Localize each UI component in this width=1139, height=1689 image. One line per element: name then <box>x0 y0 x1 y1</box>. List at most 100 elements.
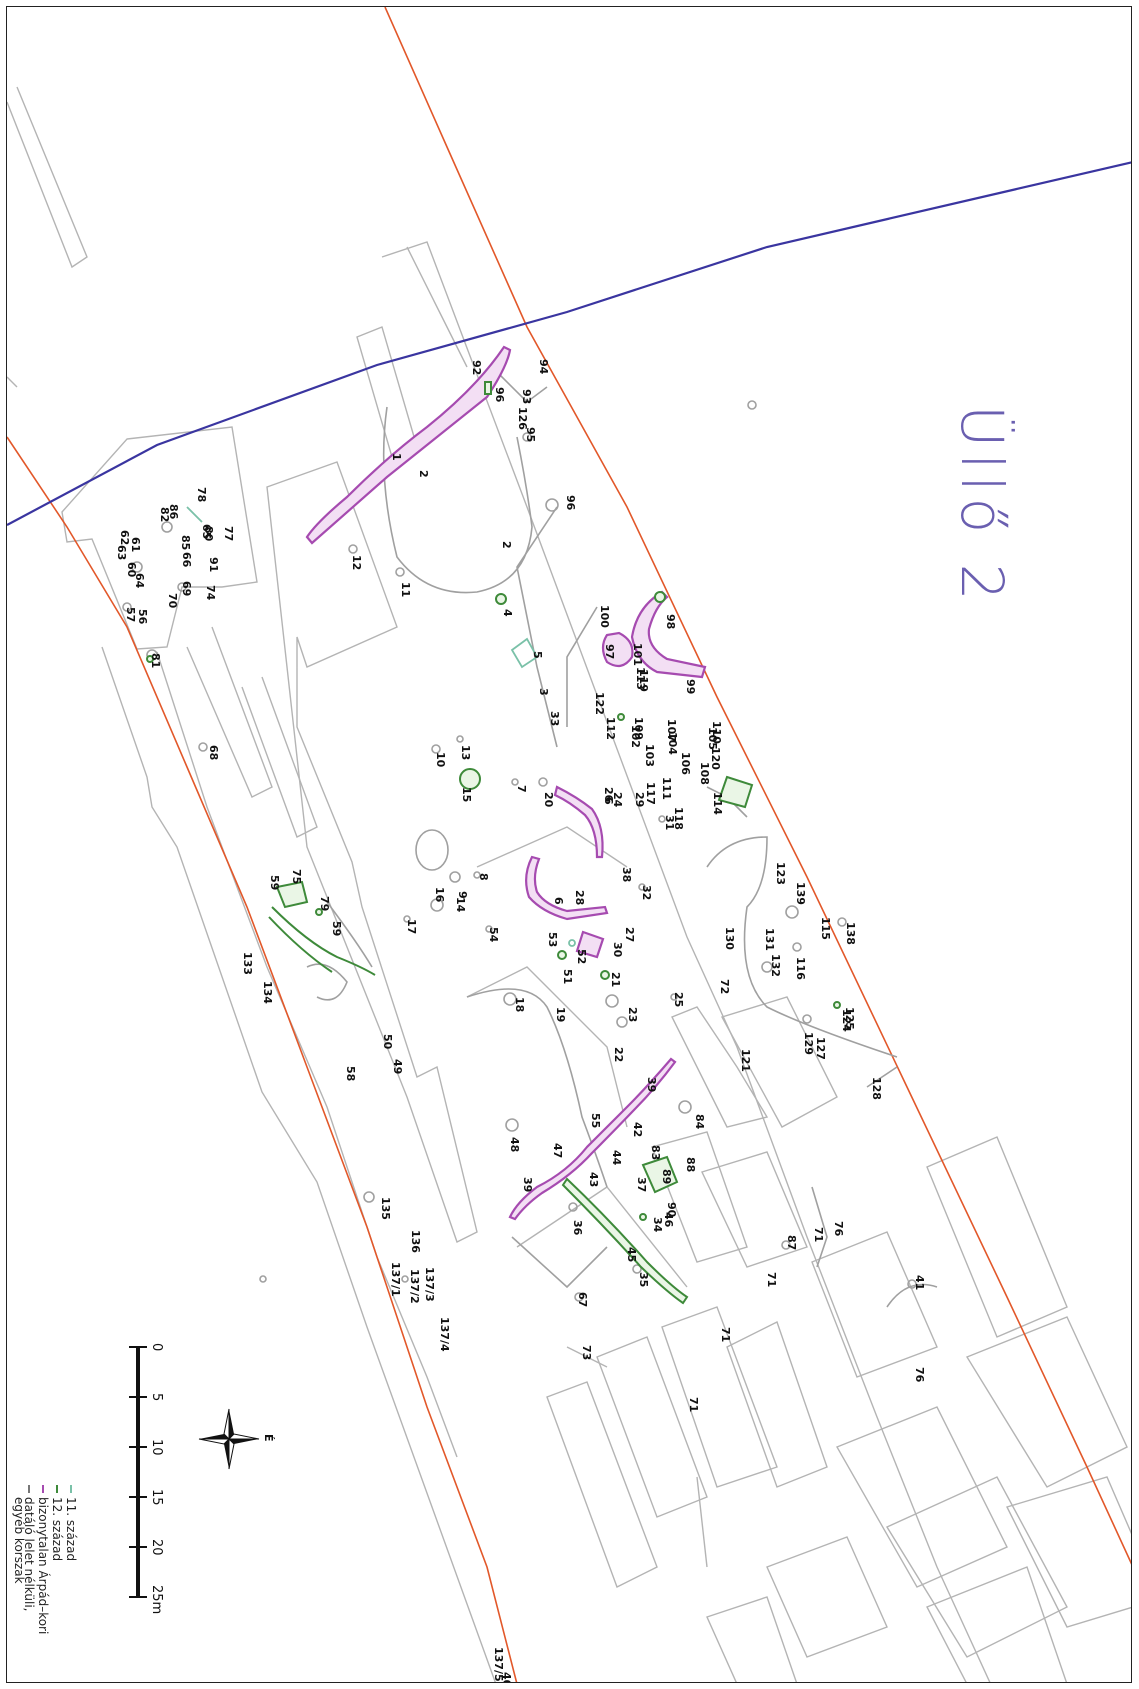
feature-label: 62 <box>118 530 131 545</box>
scale-tick-label: 10 <box>149 1439 164 1456</box>
feature-label: 81 <box>149 653 162 668</box>
feature-label: 98 <box>664 614 677 629</box>
feature-label: 101 <box>631 643 644 666</box>
feature-label: 66 <box>180 552 193 568</box>
legend: 11. század 12. század bizonytalan Árpád–… <box>12 1485 78 1634</box>
feature-label: 31 <box>663 815 676 830</box>
feature-label: 105 <box>706 727 719 750</box>
site-map: 1223456678910111213141516171819202122232… <box>7 7 1131 1683</box>
feature-label: 12 <box>350 555 363 570</box>
feature-label: 65 <box>200 524 213 539</box>
feature-label: 130 <box>723 927 736 950</box>
feature-label: 1 <box>390 453 403 461</box>
feature-label: 17 <box>405 919 418 934</box>
feature-label: 89 <box>660 1169 673 1184</box>
feature-label: 80 <box>202 526 215 542</box>
feature-label: 23 <box>626 1007 639 1022</box>
feature-label: 83 <box>649 1145 662 1160</box>
feature-label: 135 <box>379 1197 392 1220</box>
feature-label: 88 <box>684 1157 697 1172</box>
feature-label: 13 <box>459 745 472 760</box>
feature-label: 125 <box>843 1007 856 1030</box>
feature-label: 45 <box>625 1247 638 1262</box>
feature-label: 18 <box>513 997 526 1012</box>
feature-label: 22 <box>612 1047 625 1062</box>
feature-label: 28 <box>573 890 586 905</box>
feature-label: 46 <box>662 1212 675 1228</box>
feature-label: 96 <box>564 495 577 511</box>
legend-label-other-period: egyéb korszak <box>12 1497 26 1584</box>
feature-label: 56 <box>136 609 149 625</box>
feature-label: 93 <box>520 389 533 404</box>
feature-label: 79 <box>318 896 331 911</box>
century-11-features <box>186 506 576 947</box>
feature-label: 115 <box>819 917 832 940</box>
feature-label: 136 <box>409 1230 422 1253</box>
feature-label: 104 <box>666 732 679 755</box>
feature-label: 116 <box>794 957 807 980</box>
feature-label: 71 <box>765 1272 778 1287</box>
feature-label: 119 <box>637 669 650 692</box>
feature-label: 14 <box>454 897 467 913</box>
feature-label: 4 <box>501 609 514 617</box>
feature-label: 137/2 <box>408 1269 421 1304</box>
century-12-features <box>146 381 841 1305</box>
feature-label: 33 <box>548 711 561 726</box>
compass-north-label: É <box>262 1434 275 1442</box>
feature-label: 36 <box>571 1220 584 1236</box>
feature-label: 44 <box>610 1150 623 1166</box>
feature-label: 6 <box>552 897 565 905</box>
feature-label: 123 <box>774 862 787 885</box>
feature-label: 61 <box>129 537 142 552</box>
feature-label: 110 <box>710 721 723 744</box>
feature-label: 35 <box>637 1272 650 1287</box>
uncertain-arpad-features <box>305 345 707 1221</box>
feature-label: 21 <box>609 972 622 987</box>
feature-label: 74 <box>204 585 217 601</box>
feature-label: 24 <box>611 792 624 808</box>
parcel-boundaries <box>7 7 1131 1682</box>
feature-label: 129 <box>802 1032 815 1055</box>
feature-label: 30 <box>611 942 624 958</box>
feature-label: 54 <box>487 927 500 943</box>
site-title: Üllő 2 <box>948 405 1016 607</box>
feature-label: 57 <box>124 607 137 622</box>
feature-label: 107 <box>665 719 678 742</box>
feature-label: 53 <box>546 932 559 947</box>
feature-label: 96 <box>493 387 506 403</box>
feature-label: 49 <box>391 1059 404 1074</box>
feature-label: 137/4 <box>438 1317 451 1352</box>
feature-label: 5 <box>531 651 544 659</box>
feature-label: 137/5 <box>492 1647 505 1682</box>
feature-label: 8 <box>477 873 490 881</box>
feature-label: 26 <box>602 787 615 803</box>
feature-label: 59 <box>330 921 343 936</box>
feature-label: 111 <box>660 777 673 800</box>
feature-label: 11 <box>399 582 412 597</box>
feature-label: 40 <box>500 1672 513 1683</box>
legend-label-11th-century: 11. század <box>64 1497 78 1561</box>
feature-label: 10 <box>434 752 447 768</box>
feature-label: 16 <box>433 887 446 903</box>
feature-label: 63 <box>115 545 128 560</box>
feature-label: 20 <box>542 792 555 808</box>
feature-label: 121 <box>739 1049 752 1072</box>
compass-icon: É <box>198 1408 275 1470</box>
feature-label: 76 <box>913 1367 926 1383</box>
feature-label: 59 <box>268 875 281 890</box>
feature-label: 82 <box>158 507 171 522</box>
feature-label: 52 <box>575 949 588 964</box>
feature-label: 126 <box>516 407 529 430</box>
feature-label: 3 <box>537 688 550 696</box>
feature-label: 48 <box>508 1137 521 1152</box>
feature-label: 92 <box>470 360 483 375</box>
feature-label: 103 <box>643 744 656 767</box>
feature-label: 124 <box>840 1009 853 1032</box>
scale-tick-label: 15 <box>149 1489 164 1506</box>
trench-outlines <box>7 86 1131 1682</box>
feature-label: 132 <box>769 954 782 977</box>
feature-label: 106 <box>679 752 692 775</box>
legend-label-uncertain-arpad: bizonytalan Árpád–kori <box>36 1497 51 1634</box>
feature-label: 131 <box>763 928 776 951</box>
feature-label: 42 <box>631 1122 644 1137</box>
